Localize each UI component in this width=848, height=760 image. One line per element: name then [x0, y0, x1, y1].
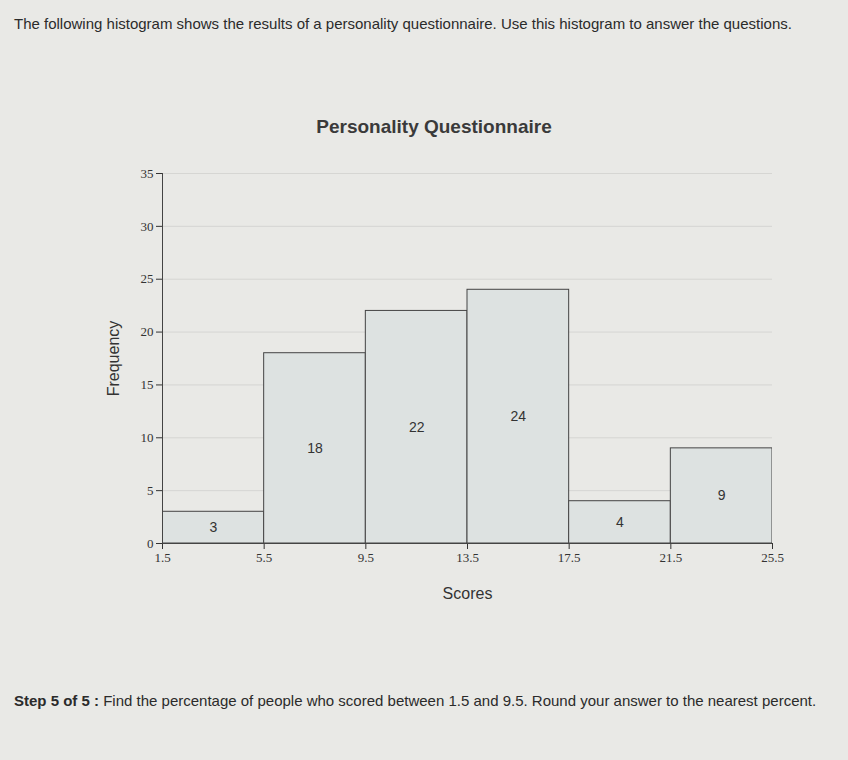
svg-text:9: 9 [718, 487, 726, 503]
svg-text:4: 4 [616, 514, 624, 530]
svg-text:13.5: 13.5 [456, 550, 479, 565]
svg-text:25: 25 [141, 271, 154, 286]
svg-text:Frequency: Frequency [105, 321, 122, 397]
svg-text:0: 0 [147, 536, 154, 551]
svg-text:1.5: 1.5 [154, 550, 170, 565]
html-text:Step 5 of 5 : Find the percent: Step 5 of 5 : Find the percentage of peo… [14, 692, 817, 709]
svg-text:35: 35 [141, 166, 154, 181]
html-text:The following histogram shows: The following histogram shows the result… [14, 15, 792, 32]
svg-text:5.5: 5.5 [256, 550, 272, 565]
svg-text:24: 24 [511, 408, 527, 424]
svg-text:22: 22 [409, 419, 425, 435]
svg-text:Scores: Scores [443, 585, 493, 602]
svg-text:30: 30 [141, 219, 154, 234]
html-text:Personality Questionnaire: Personality Questionnaire [316, 116, 552, 137]
svg-text:17.5: 17.5 [558, 550, 581, 565]
svg-text:15: 15 [141, 377, 154, 392]
svg-text:20: 20 [141, 324, 154, 339]
svg-text:21.5: 21.5 [659, 550, 682, 565]
svg-text:25.5: 25.5 [761, 550, 784, 565]
svg-text:10: 10 [141, 430, 154, 445]
svg-text:5: 5 [147, 483, 154, 498]
svg-text:18: 18 [307, 440, 323, 456]
svg-text:3: 3 [209, 519, 217, 535]
svg-text:9.5: 9.5 [358, 550, 374, 565]
